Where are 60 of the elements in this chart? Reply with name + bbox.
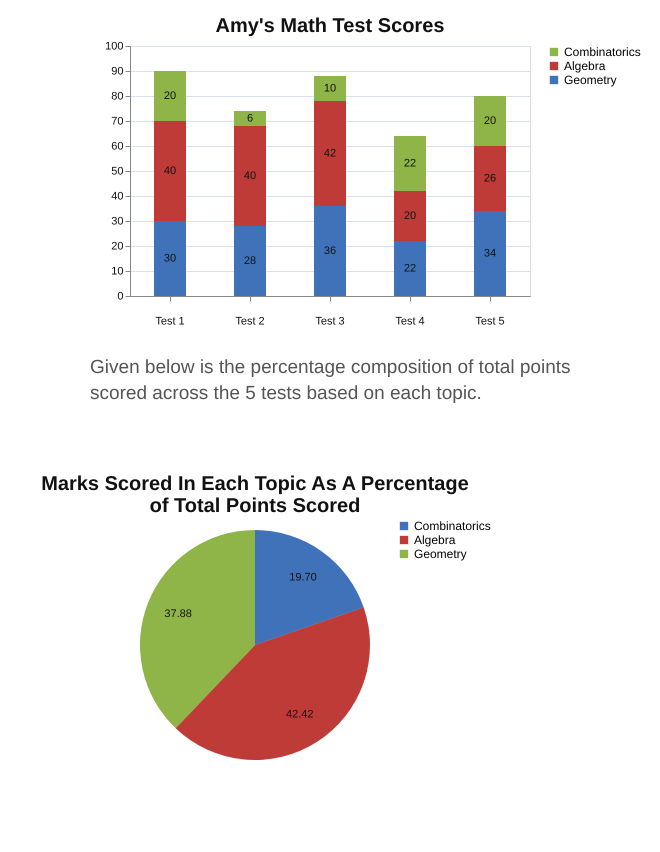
y-tick-label: 50: [111, 166, 124, 178]
data-label: 6: [246, 112, 254, 124]
bar: [234, 126, 266, 226]
bar: [154, 121, 186, 221]
data-label: 42: [324, 148, 336, 160]
legend-label: Algebra: [414, 533, 456, 547]
legend-label: Geometry: [564, 73, 617, 87]
x-tick-label: Test 1: [155, 316, 185, 328]
bar: [154, 221, 186, 296]
chart-title: Marks Scored In Each Topic As A Percentage of Total Points Scored: [41, 473, 469, 517]
data-label: 40: [164, 165, 176, 177]
data-label: 34: [484, 248, 496, 260]
data-label: 20: [484, 115, 496, 127]
bar: [314, 206, 346, 296]
pie-slice: [140, 530, 255, 728]
x-tick-label: Test 2: [235, 316, 265, 328]
bar: [394, 136, 426, 191]
bar: [234, 111, 266, 126]
y-tick-label: 20: [111, 240, 124, 252]
data-label: 10: [324, 82, 336, 94]
y-tick-label: 10: [111, 266, 124, 278]
data-label: 22: [404, 262, 416, 274]
y-tick-label: 90: [111, 66, 124, 78]
y-tick-label: 60: [111, 140, 124, 152]
y-tick-label: 100: [105, 40, 124, 52]
bar: [474, 96, 506, 146]
y-tick-label: 40: [111, 190, 124, 202]
y-tick-label: 30: [111, 216, 124, 228]
bar: [474, 146, 506, 211]
data-label: 22: [404, 158, 416, 170]
data-label: 20: [164, 90, 176, 102]
data-label: 40: [244, 170, 256, 182]
data-label: 37.88: [164, 608, 192, 620]
x-tick-label: Test 3: [315, 316, 345, 328]
chart-title: Amy's Math Test Scores: [216, 15, 444, 37]
data-label: 28: [244, 255, 256, 267]
legend-label: Combinatorics: [564, 45, 641, 59]
bar: [314, 101, 346, 206]
x-tick-label: Test 5: [475, 316, 505, 328]
data-label: 42.42: [286, 708, 314, 721]
bar: [314, 76, 346, 101]
data-label: 36: [324, 245, 336, 257]
y-tick-label: 80: [111, 90, 124, 102]
legend-label: Algebra: [564, 59, 606, 73]
bar: [474, 211, 506, 296]
pie-slice: [255, 530, 364, 645]
legend-label: Geometry: [414, 547, 467, 561]
bar: [394, 241, 426, 296]
x-tick-label: Test 4: [395, 316, 425, 328]
text: Given below is the percentage composition of total points scored across the 5 tests based on each topic.: [90, 357, 571, 404]
data-label: 20: [404, 210, 416, 222]
bar: [154, 71, 186, 121]
y-tick-label: 70: [111, 116, 124, 128]
data-label: 30: [164, 252, 176, 264]
legend-label: Combinatorics: [414, 519, 491, 533]
y-tick-label: 0: [117, 290, 124, 302]
data-label: 26: [484, 172, 496, 184]
data-label: 19.70: [289, 572, 317, 584]
bar: [234, 226, 266, 296]
bar: [394, 191, 426, 241]
